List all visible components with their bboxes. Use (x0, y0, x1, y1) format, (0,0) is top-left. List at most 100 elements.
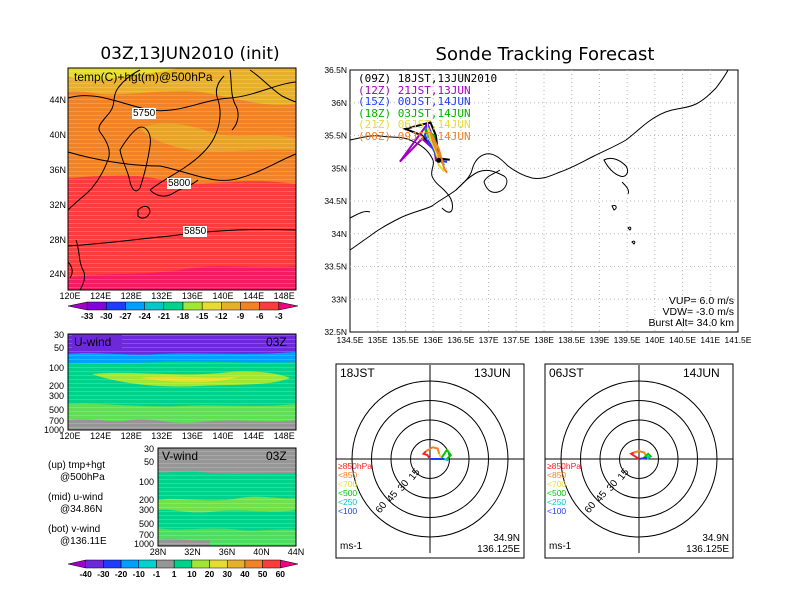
hodo2-date: 14JUN (683, 366, 720, 380)
track-lon-138-5e: 138.5E (558, 335, 585, 345)
hodo1-level-lt250: <250 (338, 497, 358, 507)
u-lon-120e: 120E (59, 431, 80, 441)
v-p-50: 50 (144, 457, 154, 467)
note-bot: (bot) v-wind @136.11E (48, 524, 107, 548)
param-burst: Burst Alt= 34.0 km (648, 317, 735, 329)
v-p-30: 30 (144, 444, 154, 454)
hodo2-station-lon: 136.125E (686, 544, 729, 555)
note-bot-a: (bot) v-wind (48, 524, 101, 535)
map-lon-148e: 148E (274, 291, 295, 301)
u-lon-128e: 128E (121, 431, 142, 441)
map-title: 03Z,13JUN2010 (init) (100, 44, 280, 64)
note-up-b: @500hPa (60, 472, 105, 483)
launch-params: VUP= 6.0 m/s VDW= -3.0 m/s Burst Alt= 34… (610, 296, 735, 329)
legend-00z: (00Z) 09JST,14JUN (358, 130, 497, 143)
legend-15z: (15Z) 00JST,14JUN (358, 96, 497, 108)
legend-12z: (12Z) 21JST,13JUN (358, 83, 497, 97)
u-frame (67, 333, 297, 431)
u-p-700: 700 (49, 416, 64, 426)
temp-colorbar-label-15: -15 (196, 311, 209, 321)
contour-5750 (67, 81, 297, 112)
hodo2-segment-850 (633, 450, 647, 456)
legend-12z-run: (12Z) (358, 83, 392, 97)
map-lon-140e: 140E (212, 291, 233, 301)
v-p-100: 100 (139, 477, 154, 487)
legend-12z-text: 21JST,13JUN (397, 83, 471, 97)
temp-colorbar: -33 -30 -27 -24 -21 -18 -15 -12 -9 -6 -3 (67, 301, 299, 321)
contour-label-5850: 5850 (183, 226, 208, 237)
wind-colorbar-label-1: 1 (172, 569, 177, 579)
track-lat-33-5n: 33.5N (324, 262, 347, 272)
u-p-50: 50 (54, 343, 64, 353)
u-lon-136e: 136E (182, 431, 203, 441)
v-p-500: 500 (139, 519, 154, 529)
u-p-1000: 1000 (44, 425, 64, 435)
track-21z (426, 127, 445, 173)
hodo1-date: 13JUN (474, 366, 511, 380)
legend-09z: (09Z) 18JST,13JUN2010 (358, 73, 497, 85)
v-wind-section (158, 448, 296, 546)
map-lat-28n: 28N (49, 235, 66, 245)
v-lat-36n: 36N (219, 547, 236, 557)
v-wind-time: 03Z (266, 449, 287, 463)
contour-label-5750: 5750 (132, 108, 157, 119)
track-legend: (09Z) 18JST,13JUN2010 (12Z) 21JST,13JUN … (358, 73, 497, 142)
hodo2-level-legend: ≥850hPa <850 <700 <500 <250 <100 (547, 462, 581, 516)
v-lat-ticks: 28N 32N 36N 40N 44N (150, 547, 305, 557)
v-p-300: 300 (139, 505, 154, 515)
hodo2-station-lat: 34.9N (702, 533, 729, 544)
contour-5850 (67, 228, 297, 247)
v-lat-40n: 40N (253, 547, 270, 557)
hodo2-level-850: ≥850hPa (547, 461, 581, 471)
u-wind-section (68, 334, 296, 430)
coastlines (67, 69, 297, 291)
wind-colorbar-label-30: -30 (97, 569, 110, 579)
hodo1-segment-500 (440, 448, 453, 460)
legend-18z-text: 03JST,14JUN (397, 106, 471, 120)
map-lon-120e: 120E (59, 291, 80, 301)
temp-colorbar-label-12: -12 (215, 311, 228, 321)
track-lat-34n: 34N (331, 229, 347, 239)
track-lon-136-5e: 136.5E (447, 335, 474, 345)
hodo1-level-lt100: <100 (338, 506, 358, 516)
hodo2-level-lt700: <700 (547, 479, 567, 489)
temp-colorbar-label-6: -6 (256, 311, 264, 321)
hodo1-level-legend: ≥850hPa <850 <700 <500 <250 <100 (338, 462, 372, 516)
contour-label-5800: 5800 (167, 178, 192, 189)
track-lat-36n: 36N (331, 98, 347, 108)
track-lon-138e: 138E (534, 335, 554, 345)
u-p-30: 30 (54, 330, 64, 340)
hodo1-segment-850hpa (421, 450, 431, 460)
legend-09z-text: 18JST,13JUN2010 (397, 72, 498, 85)
u-lon-144e: 144E (243, 431, 264, 441)
map-lon-124e: 124E (90, 291, 111, 301)
hodo2-segment-100 (638, 456, 647, 460)
wind-colorbar-label-20: -20 (115, 569, 128, 579)
v-wind-label: V-wind (162, 449, 199, 463)
contour-5800 (67, 151, 297, 181)
temp-colorbar-label-27: -27 (119, 311, 132, 321)
legend-21z-text: 06JST,14JUN (397, 118, 471, 131)
temp-colorbar-swatch (278, 301, 299, 311)
track-lon-134-5e: 134.5E (337, 335, 364, 345)
track-lon-139e: 139E (589, 335, 609, 345)
hodo2-segment-850hpa (629, 451, 640, 460)
v-p-200: 200 (139, 495, 154, 505)
track-lon-ticks: 134.5E 135E 135.5E 136E 136.5E 137E 137.5E 138E… (337, 335, 752, 345)
u-p-500: 500 (49, 405, 64, 415)
hodo2-level-lt850: <850 (547, 470, 567, 480)
param-vdw: VDW= -3.0 m/s (662, 306, 734, 318)
temp-colorbar-label-9: -9 (237, 311, 245, 321)
u-p-200: 200 (49, 381, 64, 391)
track-lon-137e: 137E (479, 335, 499, 345)
hodo2-level-lt250: <250 (547, 497, 567, 507)
v-p-1000: 1000 (134, 539, 154, 549)
track-title: Sonde Tracking Forecast (435, 44, 655, 65)
japan-coastline (349, 69, 729, 251)
hodo2-level-lt100: <100 (547, 506, 567, 516)
launch-point (436, 157, 442, 163)
